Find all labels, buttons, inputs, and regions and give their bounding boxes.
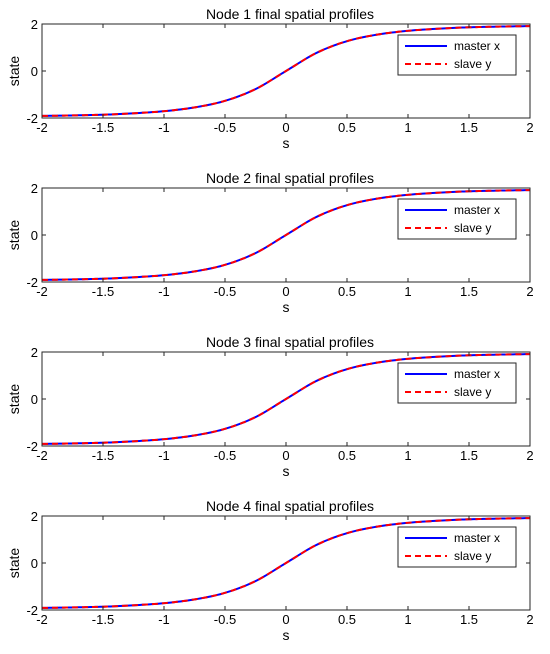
x-tick-label: 1.5 xyxy=(460,120,478,135)
y-axis-label: state xyxy=(6,548,22,579)
legend-label-master-x: master x xyxy=(454,367,500,381)
x-tick-label: 1.5 xyxy=(460,612,478,627)
legend-box xyxy=(397,526,517,568)
x-tick-label: 0.5 xyxy=(338,120,356,135)
x-tick-label: 0 xyxy=(282,612,289,627)
x-axis-label: s xyxy=(283,299,290,315)
x-axis-label: s xyxy=(283,627,290,643)
series-line-slave-y xyxy=(42,517,530,609)
y-tick-label: -2 xyxy=(26,111,38,126)
x-axis-label: s xyxy=(283,463,290,479)
legend-label-master-x: master x xyxy=(454,531,500,545)
y-tick-label: 2 xyxy=(31,509,38,524)
y-tick-label: 0 xyxy=(31,228,38,243)
x-tick-label: -1.5 xyxy=(92,612,114,627)
y-tick-label: 0 xyxy=(31,64,38,79)
y-tick-label: -2 xyxy=(26,439,38,454)
x-tick-label: -1.5 xyxy=(92,120,114,135)
x-tick-label: 1.5 xyxy=(460,448,478,463)
legend-label-slave-y: slave y xyxy=(454,549,491,563)
x-tick-label: -0.5 xyxy=(214,120,236,135)
x-tick-label: -1.5 xyxy=(92,284,114,299)
x-tick-label: 1 xyxy=(404,120,411,135)
x-tick-label: 1 xyxy=(404,284,411,299)
subplot-4: -2 -1.5 -1 -0.5 0 0.5 1 1.5 2 -2 0 2 Node 4 final sp… xyxy=(6,498,534,643)
y-tick-label: 2 xyxy=(31,17,38,32)
x-tick-label: -2 xyxy=(36,448,48,463)
x-tick-label: -1 xyxy=(158,284,170,299)
chart-title: Node 1 final spatial profiles xyxy=(206,6,374,22)
y-tick-label: -2 xyxy=(26,275,38,290)
x-tick-label: -2 xyxy=(36,284,48,299)
x-tick-label: -2 xyxy=(36,120,48,135)
legend-label-slave-y: slave y xyxy=(454,385,491,399)
x-tick-label: -1 xyxy=(158,120,170,135)
x-tick-label: 1 xyxy=(404,612,411,627)
x-tick-label: -1 xyxy=(158,448,170,463)
x-tick-label: -2 xyxy=(36,612,48,627)
y-tick-label: 0 xyxy=(31,392,38,407)
y-axis-label: state xyxy=(6,56,22,87)
legend-label-master-x: master x xyxy=(454,39,500,53)
subplot-2: -2 -1.5 -1 -0.5 0 0.5 1 1.5 2 -2 0 2 Node 2 final sp… xyxy=(6,170,534,315)
x-tick-label: 0 xyxy=(282,120,289,135)
x-tick-label: 0.5 xyxy=(338,612,356,627)
series-line-slave-y xyxy=(42,353,530,445)
x-tick-label: -1.5 xyxy=(92,448,114,463)
y-axis-label: state xyxy=(6,220,22,251)
x-tick-label: -0.5 xyxy=(214,284,236,299)
legend: master x slave y xyxy=(397,34,517,76)
chart-title: Node 4 final spatial profiles xyxy=(206,498,374,514)
x-axis-label: s xyxy=(283,135,290,151)
y-tick-label: 0 xyxy=(31,556,38,571)
legend: master x slave y xyxy=(397,526,517,568)
legend: master x slave y xyxy=(397,198,517,240)
legend: master x slave y xyxy=(397,362,517,404)
x-tick-label: -1 xyxy=(158,612,170,627)
x-tick-label: 0.5 xyxy=(338,448,356,463)
x-tick-label: 1.5 xyxy=(460,284,478,299)
legend-box xyxy=(397,34,517,76)
legend-box xyxy=(397,198,517,240)
x-tick-label: 2 xyxy=(526,284,533,299)
x-tick-label: 2 xyxy=(526,120,533,135)
x-tick-label: 0 xyxy=(282,448,289,463)
subplot-1: -2 -1.5 -1 -0.5 0 0.5 1 1.5 2 -2 0 2 Node 1 final sp… xyxy=(6,6,534,151)
subplot-3: -2 -1.5 -1 -0.5 0 0.5 1 1.5 2 -2 0 2 Node 3 final sp… xyxy=(6,334,534,479)
y-axis-label: state xyxy=(6,384,22,415)
y-tick-label: -2 xyxy=(26,603,38,618)
x-tick-label: 0.5 xyxy=(338,284,356,299)
legend-label-slave-y: slave y xyxy=(454,221,491,235)
x-tick-label: -0.5 xyxy=(214,448,236,463)
chart-title: Node 2 final spatial profiles xyxy=(206,170,374,186)
series-line-slave-y xyxy=(42,189,530,281)
series-line-slave-y xyxy=(42,25,530,117)
x-tick-label: 2 xyxy=(526,612,533,627)
y-tick-label: 2 xyxy=(31,181,38,196)
legend-label-slave-y: slave y xyxy=(454,57,491,71)
legend-label-master-x: master x xyxy=(454,203,500,217)
x-tick-label: -0.5 xyxy=(214,612,236,627)
y-tick-label: 2 xyxy=(31,345,38,360)
legend-box xyxy=(397,362,517,404)
chart-title: Node 3 final spatial profiles xyxy=(206,334,374,350)
x-tick-label: 1 xyxy=(404,448,411,463)
x-tick-label: 2 xyxy=(526,448,533,463)
x-tick-label: 0 xyxy=(282,284,289,299)
